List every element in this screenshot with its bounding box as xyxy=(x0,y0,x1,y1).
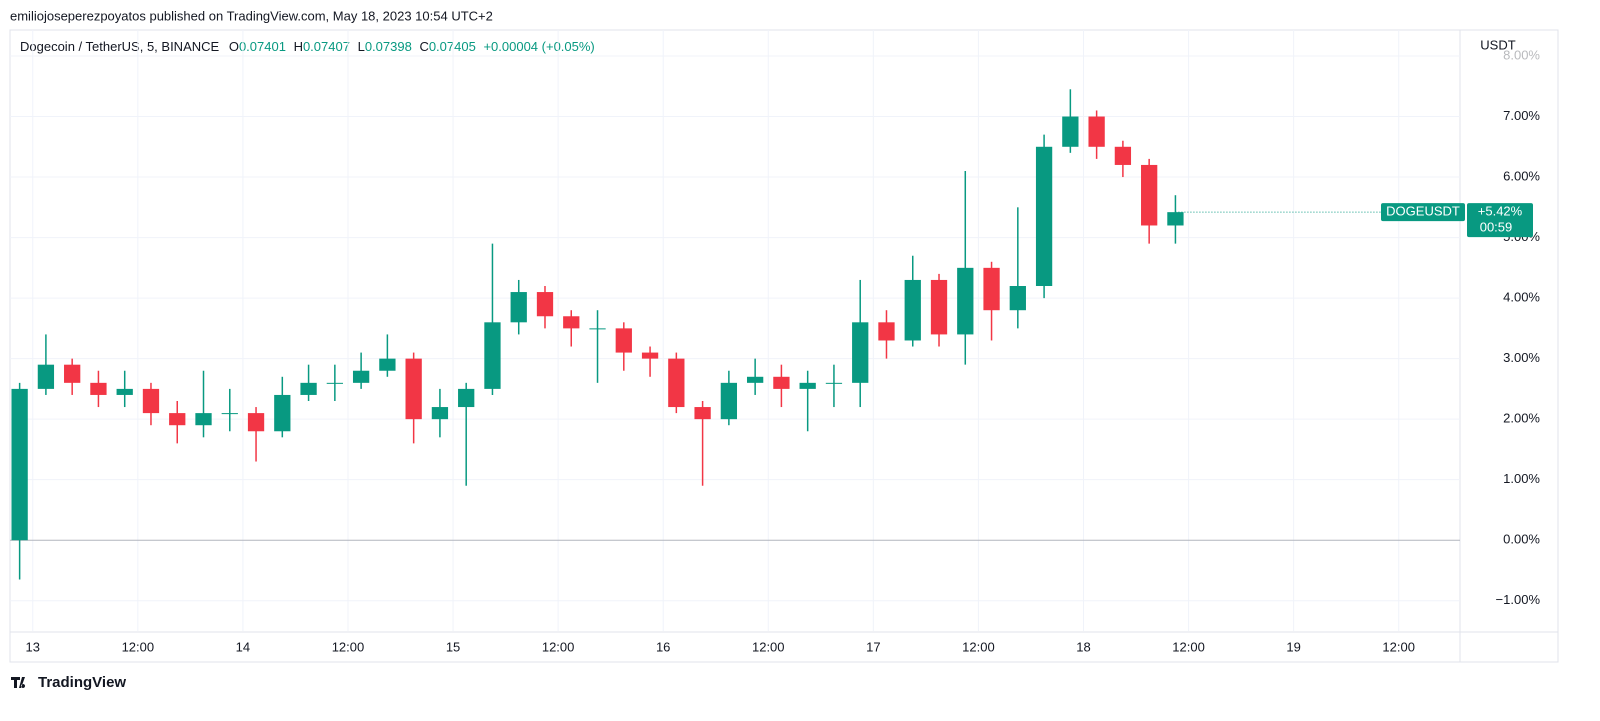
x-tick-label: 14 xyxy=(236,639,250,654)
x-tick-label: 12:00 xyxy=(332,639,365,654)
candle-body xyxy=(1035,146,1053,286)
candles-layer xyxy=(11,89,1184,580)
legend-line: Dogecoin / TetherUS, 5, BINANCE O0.07401… xyxy=(20,39,595,54)
candle-body xyxy=(536,292,554,317)
y-tick-label: 1.00% xyxy=(1503,471,1540,486)
candle-body xyxy=(458,388,475,408)
o-value: 0.07401 xyxy=(239,39,286,54)
candle-body xyxy=(405,358,422,420)
y-tick-label: 3.00% xyxy=(1503,350,1540,365)
candle-body xyxy=(1141,164,1158,226)
h-value: 0.07407 xyxy=(303,39,350,54)
candle-body xyxy=(274,394,291,432)
candle-body xyxy=(799,382,816,389)
base-layer xyxy=(10,211,1460,541)
price-tag-bg xyxy=(1467,203,1533,238)
candle-body xyxy=(1167,212,1184,226)
o-label: O xyxy=(229,39,239,54)
candle-body xyxy=(247,413,265,432)
l-label: L xyxy=(358,39,365,54)
publisher-line: emiliojoseperezpoyatos published on Trad… xyxy=(10,8,493,23)
candle-body xyxy=(1114,146,1132,165)
y-tick-label: 6.00% xyxy=(1503,168,1540,183)
candle-body xyxy=(615,328,632,353)
candle-body xyxy=(510,292,527,323)
x-tick-label: 12:00 xyxy=(1382,639,1415,654)
change: +0.00004 (+0.05%) xyxy=(483,39,594,54)
labels-layer: −1.00%0.00%1.00%2.00%3.00%4.00%5.00%6.00… xyxy=(26,47,1541,654)
candle-body xyxy=(930,279,948,335)
candle-body xyxy=(11,388,28,541)
symbol-tag-bg xyxy=(1381,203,1465,222)
x-tick-label: 12:00 xyxy=(542,639,575,654)
x-tick-label: 13 xyxy=(26,639,40,654)
candle-body xyxy=(720,382,738,420)
x-tick-label: 12:00 xyxy=(122,639,155,654)
x-tick-label: 15 xyxy=(446,639,460,654)
x-tick-label: 19 xyxy=(1286,639,1300,654)
price-tag-countdown: 00:59 xyxy=(1480,220,1513,235)
candle-body xyxy=(37,364,55,389)
candle-body xyxy=(221,413,238,415)
y-tick-label: 8.00% xyxy=(1503,47,1540,62)
candle-body xyxy=(852,322,869,383)
candle-body xyxy=(300,382,317,395)
x-tick-label: 18 xyxy=(1076,639,1090,654)
grid-layer xyxy=(10,30,1460,631)
candle-body xyxy=(64,364,81,383)
brand: TradingView xyxy=(38,674,126,691)
candle-body xyxy=(142,388,160,414)
y-tick-label: 7.00% xyxy=(1503,108,1540,123)
candle-body xyxy=(352,370,370,383)
candle-body xyxy=(904,279,921,341)
candle-body xyxy=(379,358,396,371)
candle-body xyxy=(116,388,133,395)
candle-body xyxy=(1009,286,1026,311)
candle-body xyxy=(563,316,580,329)
candle-body xyxy=(878,322,895,341)
x-tick-label: 17 xyxy=(866,639,880,654)
candle-body xyxy=(825,382,843,384)
symbol: Dogecoin / TetherUS, 5, BINANCE xyxy=(20,39,220,54)
candle-body xyxy=(957,267,974,335)
ohlc-legend: Dogecoin / TetherUS, 5, BINANCE O0.07401… xyxy=(20,39,595,54)
x-tick-label: 12:00 xyxy=(1172,639,1205,654)
c-value: 0.07405 xyxy=(429,39,476,54)
h-label: H xyxy=(294,39,303,54)
candle-body xyxy=(484,322,501,389)
x-tick-label: 12:00 xyxy=(962,639,995,654)
candle-body xyxy=(983,267,1000,311)
candle-body xyxy=(773,376,790,389)
logo-icon xyxy=(11,677,26,688)
y-tick-label: 2.00% xyxy=(1503,411,1540,426)
candle-body xyxy=(589,328,606,330)
footer-logo: TradingView xyxy=(11,674,126,691)
candle-body xyxy=(431,407,449,420)
x-tick-label: 12:00 xyxy=(752,639,785,654)
candle-body xyxy=(1062,116,1079,147)
y-unit: USDT xyxy=(1480,37,1515,52)
symbol-tag: DOGEUSDT xyxy=(1386,204,1460,219)
chart-frame xyxy=(9,29,1559,663)
x-tick-label: 16 xyxy=(656,639,670,654)
candle-body xyxy=(746,376,764,383)
candle-body xyxy=(641,352,659,359)
candle-body xyxy=(195,413,212,426)
y-tick-label: 0.00% xyxy=(1503,532,1540,547)
candle-body xyxy=(1088,116,1105,147)
c-label: C xyxy=(419,39,428,54)
candle-body xyxy=(169,413,186,426)
candle-body xyxy=(326,382,343,384)
l-value: 0.07398 xyxy=(365,39,412,54)
candle-body xyxy=(694,407,711,420)
candle-body xyxy=(90,382,107,395)
y-tick-label: −1.00% xyxy=(1496,592,1541,607)
candle-body xyxy=(668,358,685,408)
y-tick-label: 4.00% xyxy=(1503,290,1540,305)
price-tag-value: +5.42% xyxy=(1478,204,1523,219)
